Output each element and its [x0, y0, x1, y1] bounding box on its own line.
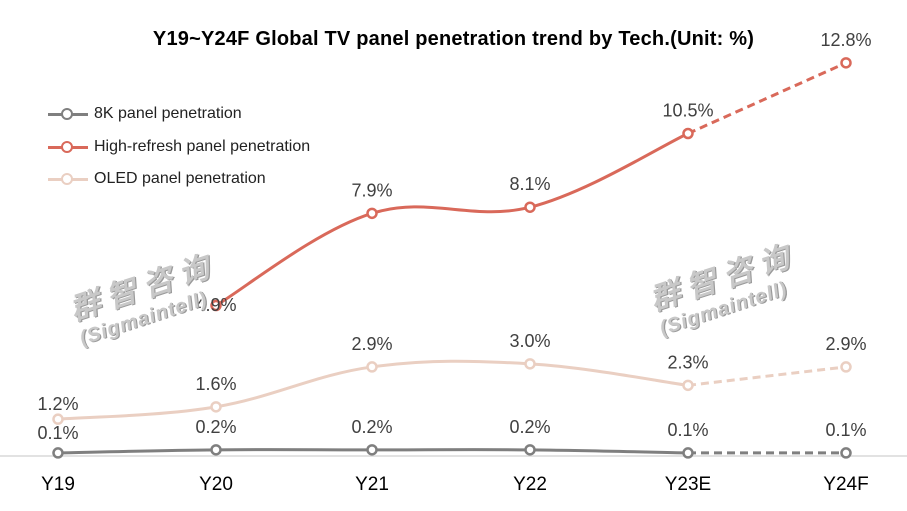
high-refresh-point-y21[interactable] [366, 207, 378, 220]
8k-label-y19: 0.1% [37, 423, 78, 443]
legend-swatch-oled [48, 172, 88, 186]
oled-point-y24f[interactable] [840, 361, 852, 373]
x-tick-y24f: Y24F [823, 474, 868, 495]
oled-label-y22: 3.0% [509, 331, 550, 351]
legend-swatch-8k [48, 107, 88, 121]
oled-label-y20: 1.6% [195, 374, 236, 394]
8k-point-y19[interactable] [52, 447, 64, 459]
high-refresh-label-y22: 8.1% [509, 174, 550, 194]
8k-point-y20[interactable] [210, 444, 222, 456]
8k-point-y21[interactable] [366, 444, 378, 456]
oled-label-y19: 1.2% [37, 394, 78, 414]
high-refresh-point-y20[interactable] [210, 299, 222, 312]
oled-point-y20[interactable] [210, 401, 222, 413]
x-tick-y20: Y20 [199, 474, 233, 495]
8k-label-y22: 0.2% [509, 417, 550, 437]
oled-line-forecast [687, 365, 847, 387]
8k-label-y24f: 0.1% [825, 420, 866, 440]
oled-point-y19[interactable] [52, 413, 64, 425]
legend-swatch-high-refresh [48, 140, 88, 154]
oled-label-y21: 2.9% [351, 334, 392, 354]
oled-label-y23e: 2.3% [667, 352, 708, 372]
legend-label-8k: 8K panel penetration [94, 105, 242, 123]
x-tick-layer: Y19 Y20 Y21 Y22 Y23E Y24F [41, 474, 869, 495]
high-refresh-label-y24f: 12.8% [820, 30, 871, 50]
high-refresh-line-solid [215, 132, 689, 307]
oled-label-y24f: 2.9% [825, 334, 866, 354]
high-refresh-point-y23e[interactable] [682, 127, 694, 140]
8k-point-y23e[interactable] [682, 447, 694, 459]
legend-item-8k[interactable]: 8K panel penetration [48, 98, 310, 131]
legend-item-high-refresh[interactable]: High-refresh panel penetration [48, 131, 310, 164]
8k-point-y22[interactable] [524, 444, 536, 456]
high-refresh-label-y23e: 10.5% [662, 101, 713, 121]
8k-label-y20: 0.2% [195, 417, 236, 437]
x-tick-y22: Y22 [513, 474, 547, 495]
high-refresh-label-y20: 4.9% [195, 295, 236, 315]
8k-label-y21: 0.2% [351, 417, 392, 437]
8k-point-y24f[interactable] [840, 447, 852, 459]
high-refresh-line-forecast [687, 61, 847, 135]
high-refresh-point-y22[interactable] [524, 201, 536, 213]
data-label-layer: 0.1% 0.2% 0.2% 0.2% 0.1% 0.1% 4.9% 7.9% 8.1% 10.5… [37, 30, 871, 443]
marker-layer [52, 57, 852, 459]
oled-point-y23e[interactable] [682, 379, 694, 392]
x-tick-y19: Y19 [41, 474, 75, 495]
high-refresh-point-y24f[interactable] [840, 57, 852, 69]
legend-label-oled: OLED panel penetration [94, 170, 266, 188]
oled-point-y21[interactable] [366, 361, 378, 373]
x-tick-y23e: Y23E [665, 474, 711, 495]
x-tick-y21: Y21 [355, 474, 389, 495]
high-refresh-label-y21: 7.9% [351, 180, 392, 200]
legend-label-high-refresh: High-refresh panel penetration [94, 137, 311, 155]
chart-title: Y19~Y24F Global TV panel penetration tre… [152, 28, 755, 50]
legend-item-oled[interactable]: OLED panel penetration [48, 163, 310, 196]
oled-point-y22[interactable] [524, 358, 536, 370]
legend: 8K panel penetration High-refresh panel … [48, 98, 310, 196]
8k-label-y23e: 0.1% [667, 420, 708, 440]
